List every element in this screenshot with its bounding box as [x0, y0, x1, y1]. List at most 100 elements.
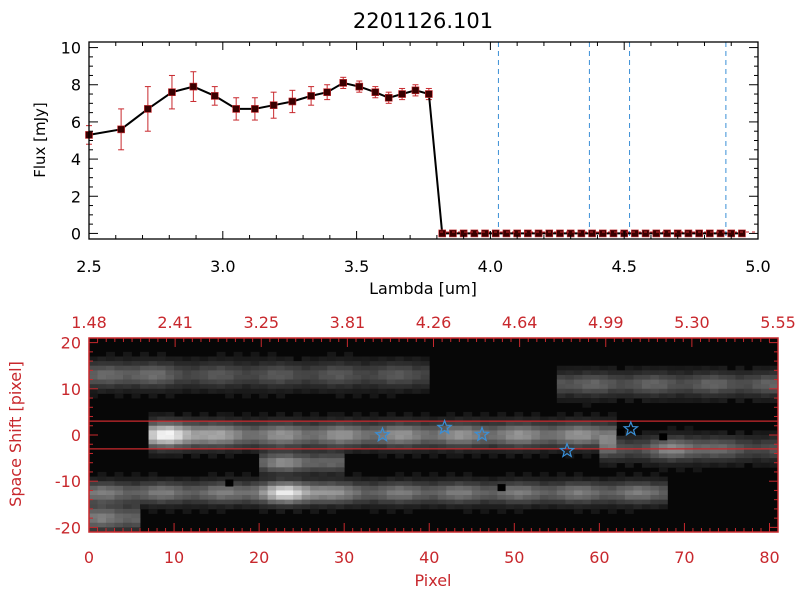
plot-frame [88, 41, 759, 240]
error-bars-group [86, 71, 432, 151]
reference-lines-group [497, 42, 727, 239]
pixel-tick-label-8: 80 [759, 548, 779, 567]
data-point-4 [189, 82, 198, 91]
pixel-tick-label-2: 20 [249, 548, 269, 567]
y-tick-label-4: 8 [71, 76, 81, 95]
pixel-tick-label-1: 10 [164, 548, 184, 567]
pixel-tick-group: 0 10 20 30 40 50 60 70 80 [84, 523, 780, 567]
extraction-lines-group [89, 420, 778, 450]
data-point-14 [371, 88, 380, 96]
data-point-16 [398, 90, 406, 98]
data-point-25 [502, 229, 511, 238]
y-tick-label-1: 2 [71, 187, 81, 206]
pixel-tick-label-6: 60 [589, 548, 609, 567]
data-point-32 [577, 229, 586, 238]
y-tick-group: 0 2 4 6 8 10 [61, 39, 758, 243]
data-point-42 [684, 229, 693, 238]
pixel-axis-label: Pixel [414, 571, 451, 590]
x-axis-label: Lambda [um] [369, 279, 477, 298]
image-pixels-group [89, 351, 779, 533]
wavelength-tick-label-8: 5.55 [760, 313, 796, 332]
x-tick-group: 2.5 3.0 3.5 4.0 4.5 5.0 [76, 42, 771, 276]
dark-pixel-2 [659, 433, 668, 441]
pixel-tick-label-0: 0 [84, 548, 94, 567]
x-tick-label-2: 3.5 [344, 257, 369, 276]
chart-title: 2201126.101 [353, 9, 493, 33]
data-point-8 [269, 101, 278, 109]
space-shift-tick-label-1: -10 [55, 472, 81, 491]
data-point-39 [652, 229, 661, 238]
y-tick-label-0: 0 [71, 224, 81, 243]
data-point-24 [491, 229, 500, 238]
wavelength-tick-label-5: 4.64 [502, 313, 538, 332]
data-point-1 [117, 125, 125, 134]
data-point-12 [339, 79, 348, 87]
data-point-22 [470, 229, 479, 238]
x-tick-label-3: 4.0 [478, 257, 503, 276]
space-shift-tick-label-3: 10 [61, 380, 81, 399]
wavelength-tick-label-6: 4.99 [588, 313, 624, 332]
x-tick-label-5: 5.0 [745, 257, 770, 276]
x-tick-label-1: 3.0 [210, 257, 235, 276]
data-point-28 [534, 229, 543, 238]
wavelength-tick-label-4: 4.26 [416, 313, 452, 332]
dark-pixel-0 [225, 479, 234, 487]
wavelength-tick-label-0: 1.48 [71, 313, 107, 332]
data-point-29 [545, 229, 554, 238]
space-shift-axis-label: Space Shift [pixel] [6, 361, 25, 507]
star-markers-group [374, 418, 640, 458]
y-tick-label-5: 10 [61, 39, 81, 58]
flux-markers-group [85, 79, 746, 238]
data-point-5 [210, 92, 219, 100]
x-tick-label-0: 2.5 [76, 257, 101, 276]
data-point-33 [588, 229, 596, 238]
pixel-tick-label-3: 30 [334, 548, 354, 567]
y-tick-label-3: 6 [71, 113, 81, 132]
pixel-tick-label-7: 70 [674, 548, 694, 567]
data-point-6 [232, 105, 240, 113]
data-point-44 [706, 229, 714, 238]
data-point-37 [631, 229, 639, 238]
wavelength-tick-label-3: 3.81 [330, 313, 366, 332]
y-tick-label-2: 4 [71, 150, 81, 169]
space-shift-tick-group: -20 -10 0 10 20 [55, 334, 778, 537]
space-shift-tick-label-0: -20 [55, 518, 81, 537]
flux-spectrum-panel: 2201126.101 Lambda [um] Flux [mJy] 2.5 3.… [31, 9, 771, 298]
data-point-9 [288, 97, 297, 106]
wavelength-tick-label-1: 2.41 [157, 313, 193, 332]
data-point-23 [481, 229, 489, 238]
data-point-17 [411, 86, 420, 95]
data-point-38 [641, 229, 650, 238]
dark-pixel-1 [497, 484, 506, 492]
pixel-tick-label-5: 50 [504, 548, 524, 567]
star-marker-2 [473, 425, 491, 442]
x-tick-label-4: 4.5 [611, 257, 636, 276]
data-point-11 [323, 88, 331, 96]
flux-series-line [88, 81, 742, 235]
star-marker-1 [436, 418, 453, 435]
data-point-47 [738, 229, 746, 238]
space-shift-tick-label-2: 0 [71, 426, 81, 445]
pixel-tick-label-4: 40 [419, 548, 439, 567]
data-point-40 [663, 229, 671, 238]
data-point-3 [168, 88, 176, 96]
data-point-30 [556, 229, 564, 238]
wavelength-tick-group: 1.48 2.41 3.25 3.81 4.26 4.64 4.99 5.30 5.55 [71, 313, 796, 347]
data-point-35 [609, 229, 618, 238]
data-point-7 [251, 105, 259, 113]
data-point-34 [598, 229, 607, 238]
data-point-27 [524, 229, 532, 238]
space-shift-tick-label-4: 20 [61, 334, 81, 353]
data-point-20 [449, 229, 457, 238]
star-marker-0 [374, 426, 391, 443]
data-point-15 [384, 93, 393, 102]
data-point-45 [716, 229, 725, 238]
data-point-2 [144, 105, 152, 113]
data-point-10 [307, 92, 315, 100]
star-marker-3 [558, 442, 576, 458]
data-point-43 [695, 229, 703, 238]
data-point-13 [355, 82, 364, 91]
data-point-19 [438, 229, 447, 238]
dark-pixel-3 [616, 428, 625, 436]
